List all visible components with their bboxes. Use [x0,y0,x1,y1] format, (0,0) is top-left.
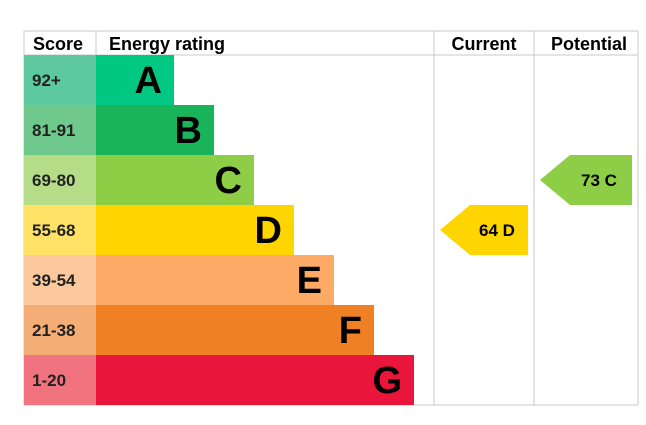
current-header: Current [451,34,516,54]
current-rating-arrow: 64 D [440,205,528,255]
band-letter: G [372,360,402,402]
band-b: 81-91 B [24,105,214,155]
current-rating-arrow-shape [440,205,528,255]
score-cell [24,55,96,105]
rating-bands: 92+ A 81-91 B 69-80 C 55-68 D 39-54 E 21-38 F 1-20 G [24,55,414,405]
score-cell [24,155,96,205]
score-cell [24,105,96,155]
score-range-label: 55-68 [32,221,75,240]
band-letter: B [175,110,202,152]
band-f: 21-38 F [24,305,374,355]
score-header: Score [33,34,83,54]
score-cell [24,355,96,405]
potential-rating-arrow-label: 73 C [581,171,617,190]
band-letter: D [255,210,282,252]
band-bar [96,105,214,155]
band-bar [96,155,254,205]
score-cell [24,305,96,355]
band-letter: F [339,310,362,352]
band-c: 69-80 C [24,155,254,205]
score-range-label: 39-54 [32,271,76,290]
score-range-label: 69-80 [32,171,75,190]
band-letter: E [297,260,322,302]
score-cell [24,255,96,305]
band-g: 1-20 G [24,355,414,405]
band-bar [96,355,414,405]
score-range-label: 21-38 [32,321,75,340]
band-e: 39-54 E [24,255,334,305]
potential-rating-arrow: 73 C [540,155,632,205]
energy-rating-header: Energy rating [109,34,225,54]
score-range-label: 92+ [32,71,61,90]
band-bar [96,205,294,255]
current-rating-arrow-label: 64 D [479,221,515,240]
score-cell [24,205,96,255]
band-bar [96,55,174,105]
header-row: Score Energy rating Current Potential [33,34,627,54]
rating-arrows: 64 D 73 C [440,155,632,255]
score-range-label: 81-91 [32,121,75,140]
band-d: 55-68 D [24,205,294,255]
band-letter: C [215,160,242,202]
potential-header: Potential [551,34,627,54]
band-bar [96,305,374,355]
band-letter: A [135,60,162,102]
band-bar [96,255,334,305]
potential-rating-arrow-shape [540,155,632,205]
band-a: 92+ A [24,55,174,105]
score-range-label: 1-20 [32,371,66,390]
